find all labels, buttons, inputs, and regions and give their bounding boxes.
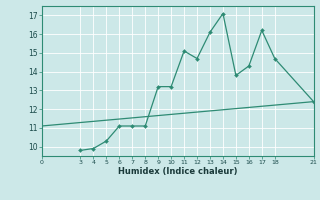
X-axis label: Humidex (Indice chaleur): Humidex (Indice chaleur): [118, 167, 237, 176]
